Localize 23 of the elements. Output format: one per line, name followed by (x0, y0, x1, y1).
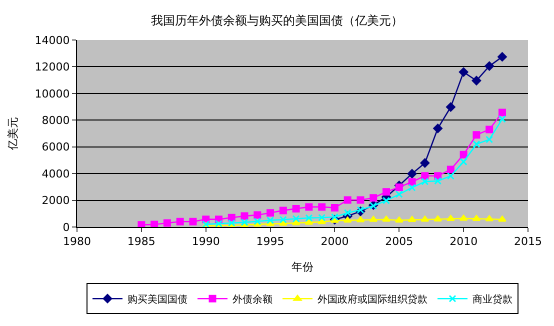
legend-label: 外债余额 (232, 294, 272, 306)
y-tick-label: 14000 (34, 34, 70, 47)
legend-label: 外国政府或国际组织贷款 (318, 294, 428, 306)
y-tick-label: 2000 (42, 194, 70, 208)
y-tick-label: 4000 (42, 167, 70, 180)
legend-label: 商业贷款 (472, 294, 512, 306)
x-tick-label: 2015 (514, 235, 542, 248)
x-tick-label: 2000 (320, 235, 349, 248)
chart-title: 我国历年外债余额与购买的美国国债（亿美元） (151, 14, 403, 28)
x-tick-label: 1990 (192, 235, 220, 248)
y-tick-label: 6000 (42, 140, 70, 154)
x-axis-title: 年份 (292, 260, 314, 274)
x-tick-label: 1995 (256, 235, 284, 248)
x-tick-label: 2005 (385, 235, 414, 248)
y-tick-label: 10000 (34, 87, 70, 100)
x-tick-label: 2010 (450, 235, 478, 248)
y-tick-label: 0 (62, 220, 70, 234)
x-tick-label: 1980 (63, 235, 91, 248)
legend-label: 购买美国国债 (128, 294, 188, 306)
y-tick-label: 8000 (42, 114, 70, 127)
y-tick-label: 12000 (34, 60, 70, 74)
x-tick-label: 1985 (127, 235, 156, 248)
y-axis-title: 亿美元 (6, 117, 20, 151)
